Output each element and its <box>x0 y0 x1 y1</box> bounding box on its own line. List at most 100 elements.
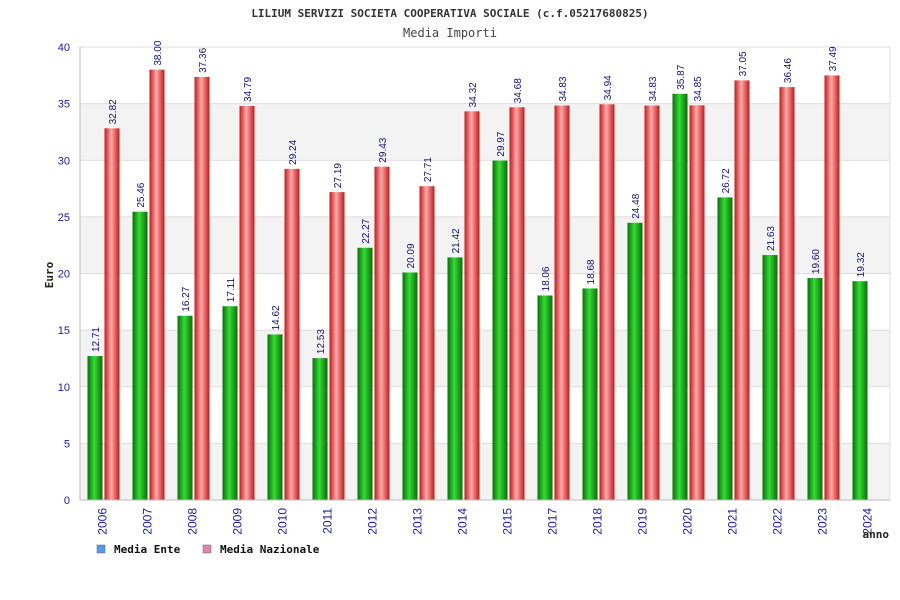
data-label: 29.97 <box>496 131 507 156</box>
x-tick-labels: 2006 2007 2008 2009 2010 2011 2012 2013 2014 2015… <box>96 508 875 535</box>
bar-media-nazionale <box>734 80 750 500</box>
data-label: 18.68 <box>586 259 597 284</box>
data-label: 16.27 <box>181 286 192 311</box>
bar-media-nazionale <box>194 76 210 500</box>
bar-media-nazionale <box>689 105 705 500</box>
plot-band <box>80 216 890 274</box>
y-tick-label: 20 <box>58 269 70 281</box>
data-label: 20.09 <box>406 243 417 268</box>
data-label: 27.19 <box>333 163 344 188</box>
x-axis-label: anno <box>863 528 890 541</box>
data-label: 34.32 <box>468 82 479 107</box>
x-tick-label: 2022 <box>771 508 785 535</box>
y-tick-label: 10 <box>58 382 70 394</box>
y-axis-label: Euro <box>43 261 56 288</box>
legend-item-media-ente: Media Ente <box>96 543 181 556</box>
x-tick-label: 2008 <box>186 508 200 535</box>
data-label: 34.85 <box>693 76 704 101</box>
x-tick-label: 2023 <box>816 508 830 535</box>
bar-media-nazionale <box>104 128 120 500</box>
data-label: 34.83 <box>558 76 569 101</box>
chart-subtitle: Media Importi <box>403 26 497 40</box>
bar-media-ente <box>177 315 193 500</box>
bar-media-nazionale <box>329 192 345 501</box>
data-label: 14.62 <box>271 305 282 330</box>
data-label: 19.60 <box>811 249 822 274</box>
y-tick-label: 40 <box>58 42 70 54</box>
x-tick-label: 2010 <box>276 508 290 535</box>
bar-media-ente <box>357 247 373 500</box>
bars <box>87 69 868 501</box>
bar-media-ente <box>222 306 238 500</box>
x-tick-label: 2013 <box>411 508 425 535</box>
legend-swatch-media-ente <box>96 544 106 554</box>
data-label: 29.43 <box>378 137 389 162</box>
data-label: 32.82 <box>108 99 119 124</box>
data-label: 34.94 <box>603 75 614 100</box>
x-tick-label: 2009 <box>231 508 245 535</box>
y-tick-label: 30 <box>58 155 70 167</box>
bar-media-ente <box>672 93 688 500</box>
plot-band <box>80 330 890 387</box>
data-label: 21.63 <box>766 226 777 251</box>
legend-item-media-nazionale: Media Nazionale <box>202 543 320 556</box>
data-label: 37.36 <box>198 47 209 72</box>
data-label: 34.68 <box>513 78 524 103</box>
y-tick-label: 5 <box>64 438 70 450</box>
y-tick-label: 15 <box>58 325 70 337</box>
data-label: 36.46 <box>783 58 794 83</box>
data-label: 37.49 <box>828 46 839 71</box>
legend-label-media-nazionale: Media Nazionale <box>220 543 320 556</box>
plot-band <box>80 47 890 104</box>
x-tick-label: 2006 <box>96 508 110 535</box>
bar-media-nazionale <box>239 106 255 501</box>
bar-media-ente <box>537 295 553 500</box>
data-label: 19.32 <box>856 252 867 277</box>
data-labels: 12.71 32.82 25.46 38.00 16.27 37.36 17.11 34.79… <box>91 40 867 354</box>
bar-media-nazionale <box>149 69 165 501</box>
x-tick-label: 2012 <box>366 508 380 535</box>
bar-media-ente <box>312 358 328 500</box>
bar-media-nazionale <box>599 104 615 500</box>
legend-label-media-ente: Media Ente <box>114 543 181 556</box>
data-label: 12.53 <box>316 329 327 354</box>
bar-media-nazionale <box>554 105 570 501</box>
plot-band <box>80 273 890 331</box>
data-label: 24.48 <box>631 193 642 218</box>
data-label: 18.06 <box>541 266 552 291</box>
bar-media-nazionale <box>374 166 390 500</box>
data-label: 22.27 <box>361 218 372 243</box>
x-tick-label: 2011 <box>321 508 335 534</box>
data-label: 26.72 <box>721 168 732 193</box>
y-tick-labels: 0 5 10 15 20 25 30 35 40 <box>58 42 70 507</box>
legend: Media Ente Media Nazionale <box>96 543 320 556</box>
bar-media-ente <box>132 211 148 500</box>
data-label: 35.87 <box>676 64 687 89</box>
bar-media-nazionale <box>464 111 480 501</box>
bar-media-nazionale <box>824 75 840 500</box>
x-tick-label: 2018 <box>591 508 605 535</box>
y-tick-label: 35 <box>58 99 70 111</box>
data-label: 27.71 <box>423 157 434 182</box>
y-tick-label: 25 <box>58 212 70 224</box>
plot-background <box>80 47 890 500</box>
bar-media-ente <box>627 222 643 500</box>
plot-band <box>80 103 890 161</box>
axes <box>79 47 891 501</box>
bar-media-ente <box>492 160 508 500</box>
x-tick-label: 2021 <box>726 508 740 535</box>
x-tick-label: 2024 <box>861 508 875 535</box>
data-label: 34.83 <box>648 76 659 101</box>
bar-media-nazionale <box>644 105 660 501</box>
bar-media-ente <box>402 272 418 500</box>
plot-band <box>80 160 890 217</box>
data-label: 38.00 <box>153 40 164 65</box>
data-label: 12.71 <box>91 327 102 352</box>
x-tick-label: 2015 <box>501 508 515 535</box>
x-tick-label: 2020 <box>681 508 695 535</box>
plot-band <box>80 386 890 444</box>
bar-media-ente <box>582 288 598 500</box>
x-tick-label: 2007 <box>141 508 155 535</box>
x-tick-label: 2017 <box>546 508 560 535</box>
